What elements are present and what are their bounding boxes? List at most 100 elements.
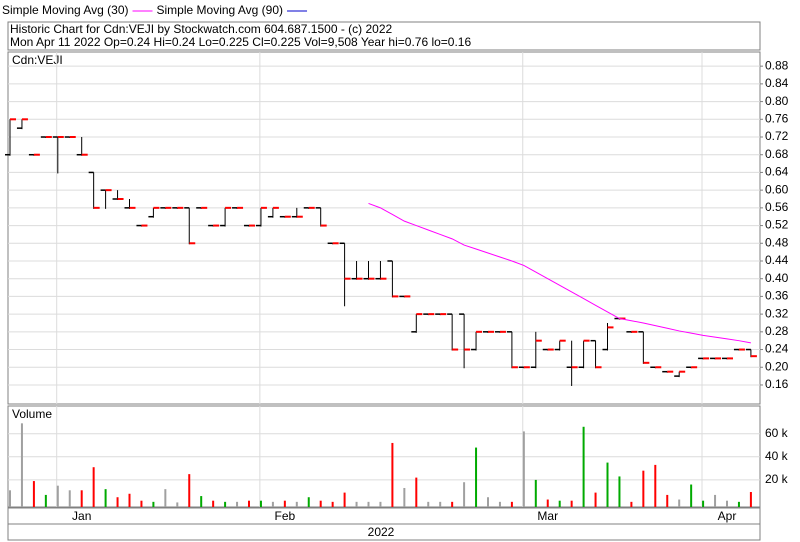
volume-bar	[295, 501, 298, 507]
y-tick-label: 0.44	[765, 253, 789, 267]
volume-bar	[749, 492, 752, 507]
volume-bar	[642, 470, 645, 507]
header-box	[7, 21, 761, 51]
volume-bar	[343, 492, 346, 507]
y-tick-label: 0.56	[765, 200, 789, 214]
y-tick-label: 0.28	[765, 324, 789, 338]
volume-bar	[104, 489, 107, 507]
volume-bar	[558, 500, 561, 507]
volume-bar	[594, 492, 597, 507]
volume-bar	[654, 464, 657, 507]
volume-bar	[463, 482, 466, 507]
y-tick-label: 0.84	[765, 76, 789, 90]
volume-bar	[678, 499, 681, 507]
volume-bar	[319, 500, 322, 507]
volume-bar	[427, 501, 430, 507]
y-tick-label: 0.40	[765, 271, 789, 285]
y-tick-label: 0.68	[765, 147, 789, 161]
y-tick-label: 40 k	[765, 449, 789, 463]
volume-bar	[403, 487, 406, 507]
volume-bar	[44, 494, 47, 507]
volume-bar	[176, 502, 179, 507]
x-tick-label: Jan	[72, 509, 91, 523]
volume-bar	[570, 500, 573, 507]
volume-bar	[690, 484, 693, 507]
volume-bar	[248, 500, 250, 507]
volume-bar	[92, 467, 95, 507]
volume-bar	[212, 500, 215, 507]
volume-bar	[606, 462, 609, 507]
y-tick-label: 0.52	[765, 218, 789, 232]
year-axis	[7, 523, 761, 541]
volume-bar	[510, 501, 513, 507]
y-tick-label: 0.80	[765, 94, 789, 108]
volume-bar	[618, 476, 621, 507]
volume-title: Volume	[12, 407, 52, 421]
volume-bar	[331, 501, 334, 507]
year-label: 2022	[368, 525, 395, 539]
symbol-label: Cdn:VEJI	[12, 53, 63, 67]
y-tick-label: 0.36	[765, 289, 789, 303]
y-tick-label: 0.60	[765, 182, 789, 196]
y-tick-label: 0.24	[765, 342, 789, 356]
y-tick-label: 0.76	[765, 111, 789, 125]
volume-bar	[188, 474, 191, 507]
volume-bar	[546, 499, 549, 507]
header-line: Historic Chart for Cdn:VEJI by Stockwatc…	[10, 22, 392, 36]
volume-bar	[200, 496, 203, 507]
volume-bar	[68, 490, 71, 507]
y-tick-label: 0.72	[765, 129, 789, 143]
volume-bar	[451, 501, 454, 507]
volume-bar	[283, 500, 286, 507]
legend-label: Simple Moving Avg (30)	[2, 3, 129, 17]
volume-bar	[534, 479, 537, 507]
volume-bar	[737, 501, 740, 507]
volume-bar	[714, 494, 717, 507]
volume-bar	[522, 431, 525, 507]
volume-bar	[487, 497, 489, 507]
volume-bar	[271, 501, 274, 507]
y-tick-label: 20 k	[765, 472, 789, 486]
volume-bar	[367, 501, 370, 507]
volume-bar	[475, 447, 478, 507]
volume-bar	[630, 501, 633, 507]
price-panel	[7, 51, 761, 405]
volume-bar	[32, 481, 35, 507]
month-axis	[7, 507, 761, 525]
legend-label: Simple Moving Avg (90)	[157, 3, 284, 17]
volume-bar	[128, 493, 131, 507]
volume-bar	[80, 490, 83, 507]
moving-average	[368, 202, 751, 344]
x-tick-label: Feb	[275, 509, 296, 523]
x-tick-label: Apr	[718, 509, 737, 523]
volume-bar	[164, 489, 167, 507]
volume-bar	[259, 500, 262, 507]
volume-bar	[439, 501, 442, 507]
volume-bar	[415, 477, 418, 507]
volume-bar	[140, 500, 143, 507]
y-tick-label: 0.32	[765, 306, 789, 320]
volume-bar	[20, 423, 23, 507]
header-line: Mon Apr 11 2022 Op=0.24 Hi=0.24 Lo=0.225…	[10, 35, 471, 49]
volume-bar	[152, 501, 155, 507]
y-tick-label: 0.64	[765, 165, 789, 179]
volume-bar	[726, 500, 728, 507]
volume-bar	[702, 500, 705, 507]
volume-bar	[355, 501, 358, 507]
y-tick-label: 0.48	[765, 235, 789, 249]
volume-bar	[379, 501, 382, 507]
volume-bar	[116, 497, 119, 507]
volume-bar	[391, 442, 394, 507]
y-tick-label: 0.88	[765, 58, 789, 72]
y-tick-label: 0.20	[765, 359, 789, 373]
volume-bar	[666, 494, 669, 507]
volume-bar	[498, 501, 501, 507]
volume-bar	[56, 485, 59, 507]
volume-bar	[9, 490, 11, 507]
volume-bar	[224, 501, 227, 507]
y-tick-label: 60 k	[765, 426, 789, 440]
x-tick-label: Mar	[537, 509, 558, 523]
volume-bar	[236, 501, 239, 507]
volume-bar	[582, 426, 585, 507]
